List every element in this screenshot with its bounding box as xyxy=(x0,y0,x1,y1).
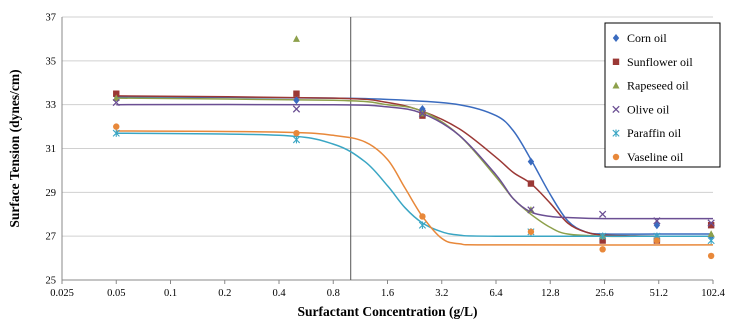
fit-curve-olive-oil xyxy=(116,103,713,220)
data-point-vaseline-oil xyxy=(419,213,426,220)
fit-curve-sunflower-oil xyxy=(116,95,714,237)
data-point-olive-oil xyxy=(112,98,120,107)
data-markers xyxy=(112,35,715,260)
fit-curve-paraffin-oil xyxy=(116,132,714,237)
legend-box xyxy=(604,22,721,168)
data-point-rapeseed-oil xyxy=(292,35,300,42)
y-tick-label: 31 xyxy=(46,144,57,155)
y-tick-label: 27 xyxy=(46,232,57,243)
x-tick-label: 1.6 xyxy=(381,288,394,299)
x-tick-label: 51.2 xyxy=(650,288,668,299)
data-point-rapeseed-oil xyxy=(112,94,120,101)
data-point-paraffin-oil xyxy=(292,136,301,144)
data-point-rapeseed-oil xyxy=(707,230,715,237)
y-axis-title: Surface Tension (dynes/cm) xyxy=(7,69,22,227)
data-point-sunflower-oil xyxy=(113,90,120,97)
legend-label-corn-oil: Corn oil xyxy=(627,31,667,45)
y-tick-label: 37 xyxy=(46,13,57,24)
data-point-olive-oil xyxy=(598,210,607,218)
data-point-vaseline-oil xyxy=(293,129,300,137)
data-point-corn-oil xyxy=(293,96,300,105)
legend: Corn oil Sunflower oil Rapeseed oil Olive o… xyxy=(604,22,721,168)
x-axis-title: Surfactant Concentration (g/L) xyxy=(298,304,478,319)
fit-curve-vaseline-oil xyxy=(116,130,714,246)
legend-label-vaseline-oil: Vaseline oil xyxy=(627,150,684,164)
data-point-sunflower-oil xyxy=(599,237,606,244)
data-point-paraffin-oil xyxy=(112,129,120,137)
legend-marker-paraffin-oil xyxy=(612,129,620,137)
x-tick-label: 0.025 xyxy=(50,288,74,299)
data-point-vaseline-oil xyxy=(527,228,535,235)
y-tick-label: 29 xyxy=(46,188,57,199)
x-tick-label: 6.4 xyxy=(489,288,503,299)
data-point-vaseline-oil xyxy=(707,252,715,260)
y-tick-label: 35 xyxy=(46,56,57,67)
data-point-olive-oil xyxy=(527,206,535,214)
y-tick-label: 33 xyxy=(46,100,57,111)
legend-marker-vaseline-oil xyxy=(612,153,620,161)
data-point-paraffin-oil xyxy=(418,221,427,229)
data-point-olive-oil xyxy=(707,219,715,227)
tick-labels: 25 27 29 31 33 35 37 0.025 0.05 0.1 0.2 0.4 0.8 1.6 3.… xyxy=(46,13,726,300)
data-point-vaseline-oil xyxy=(599,246,606,253)
data-point-sunflower-oil xyxy=(527,180,535,187)
legend-label-rapeseed-oil: Rapeseed oil xyxy=(627,79,689,93)
x-tick-label: 0.8 xyxy=(327,288,340,299)
data-point-olive-oil xyxy=(653,217,661,225)
data-point-corn-oil xyxy=(527,157,535,166)
data-point-paraffin-oil xyxy=(707,236,715,245)
data-point-vaseline-oil xyxy=(653,237,661,244)
data-point-vaseline-oil xyxy=(113,123,120,130)
x-tick-label: 0.2 xyxy=(218,288,231,299)
legend-label-olive-oil: Olive oil xyxy=(627,102,670,116)
y-tick-label: 25 xyxy=(46,276,57,287)
axes xyxy=(61,17,713,281)
legend-marker-olive-oil xyxy=(612,105,620,114)
legend-label-sunflower-oil: Sunflower oil xyxy=(627,55,693,69)
x-tick-label: 0.05 xyxy=(107,288,125,299)
data-point-olive-oil xyxy=(292,105,301,113)
legend-label-paraffin-oil: Paraffin oil xyxy=(627,126,682,140)
x-tick-label: 25.6 xyxy=(595,288,613,299)
data-point-sunflower-oil xyxy=(707,222,715,229)
legend-marker-rapeseed-oil xyxy=(612,81,620,89)
x-tick-label: 0.1 xyxy=(164,288,177,299)
x-tick-label: 12.8 xyxy=(541,288,559,299)
data-point-olive-oil xyxy=(418,109,427,118)
legend-marker-sunflower-oil xyxy=(612,58,620,65)
legend-marker-corn-oil xyxy=(612,34,620,42)
x-tick-label: 3.2 xyxy=(435,288,448,299)
data-point-paraffin-oil xyxy=(599,232,607,240)
x-tick-label: 0.4 xyxy=(272,288,286,299)
x-tick-label: 102.4 xyxy=(701,288,725,299)
data-point-sunflower-oil xyxy=(293,90,300,97)
